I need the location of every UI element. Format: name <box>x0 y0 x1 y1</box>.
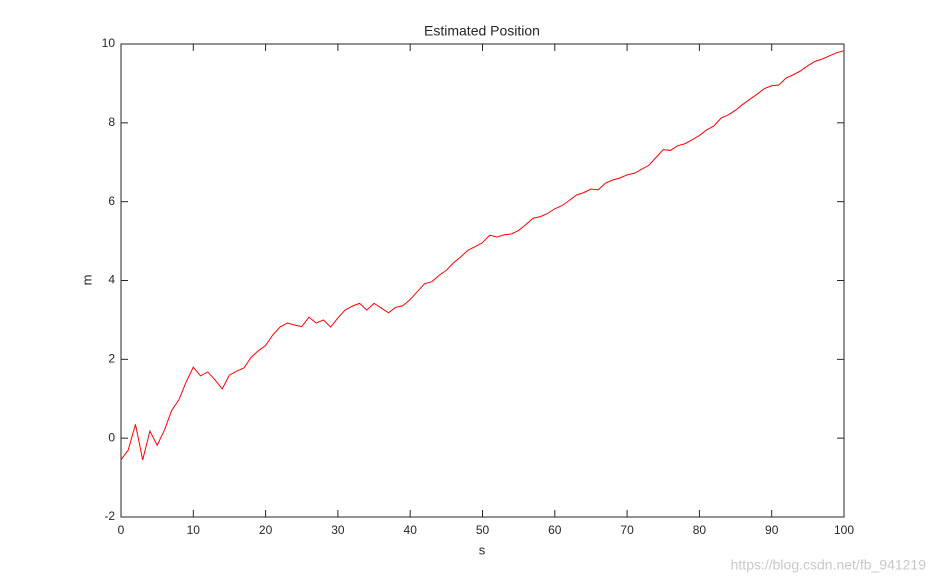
x-tick-label: 80 <box>693 523 707 537</box>
x-tick-label: 10 <box>187 523 201 537</box>
y-tick-label: 6 <box>108 194 115 208</box>
x-tick-label: 70 <box>620 523 634 537</box>
x-tick-label: 40 <box>404 523 418 537</box>
x-axis-label: s <box>479 542 486 557</box>
x-tick-label: 50 <box>476 523 490 537</box>
x-tick-label: 100 <box>834 523 854 537</box>
x-tick-label: 60 <box>548 523 562 537</box>
y-tick-label: 8 <box>108 115 115 129</box>
axes-box <box>120 43 845 518</box>
x-tick-label: 30 <box>331 523 345 537</box>
x-tick-label: 0 <box>118 523 125 537</box>
y-tick-label: 2 <box>108 352 115 366</box>
y-tick-label: 0 <box>108 430 115 444</box>
chart-title: Estimated Position <box>424 23 540 39</box>
y-tick-label: -2 <box>104 509 115 523</box>
y-tick-label: 10 <box>102 36 116 50</box>
watermark: https://blog.csdn.net/fb_941219 <box>731 557 927 573</box>
y-axis-label: m <box>79 275 94 286</box>
data-line <box>120 50 845 461</box>
x-tick-label: 20 <box>259 523 273 537</box>
y-tick-label: 4 <box>108 273 115 287</box>
x-tick-label: 90 <box>765 523 779 537</box>
